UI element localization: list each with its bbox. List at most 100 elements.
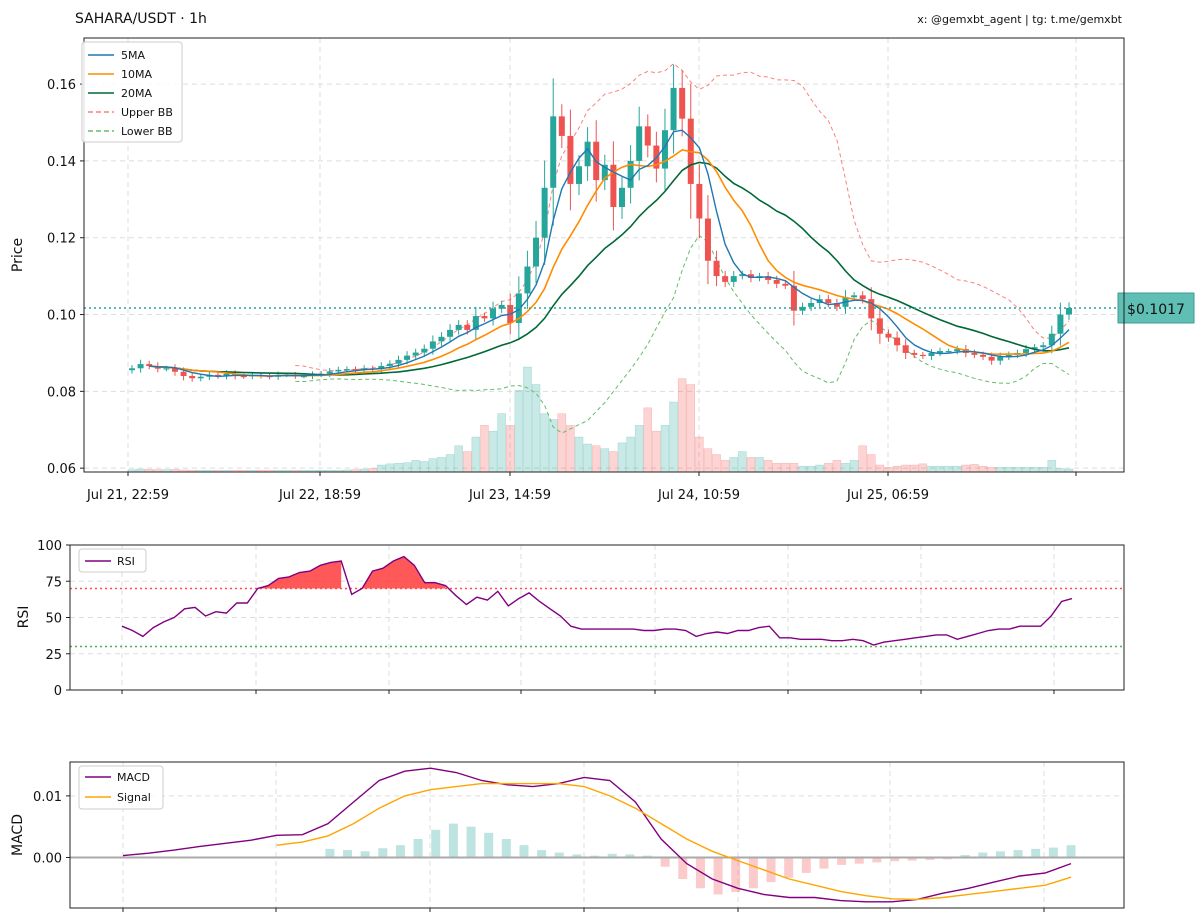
volume-bar xyxy=(875,464,885,473)
rsi-overbought-fill xyxy=(257,561,342,589)
candle-body xyxy=(851,295,858,298)
candle-body xyxy=(464,324,471,330)
volume-bar xyxy=(634,425,644,473)
candle-body xyxy=(765,276,772,280)
candle-body xyxy=(1057,314,1064,334)
candle-body xyxy=(722,276,729,282)
macd-histogram-bar xyxy=(801,857,811,873)
ma10-line xyxy=(149,148,1070,377)
candle-body xyxy=(859,295,866,300)
volume-bar xyxy=(738,451,747,473)
volume-bar xyxy=(1056,468,1065,473)
volume-bar xyxy=(652,430,661,473)
volume-bar xyxy=(420,461,429,473)
price-xtick-label: Jul 25, 06:59 xyxy=(846,488,929,503)
candle-body xyxy=(490,308,497,319)
candle-body xyxy=(773,279,780,284)
price-xtick-label: Jul 24, 10:59 xyxy=(657,488,740,503)
volume-bar xyxy=(471,436,481,473)
candle-body xyxy=(876,318,883,334)
price-ytick-label: 0.08 xyxy=(47,385,76,400)
price-ytick-label: 0.16 xyxy=(47,78,76,93)
rsi-legend: RSI xyxy=(78,548,147,573)
candle-body xyxy=(404,355,411,360)
volume-bar xyxy=(729,457,738,473)
macd-histogram-bar xyxy=(395,845,405,858)
candle-body xyxy=(894,337,901,346)
rsi-ytick-label: 100 xyxy=(37,539,62,554)
volume-bar xyxy=(884,467,893,473)
volume-bar xyxy=(394,463,403,473)
candle-body xyxy=(335,369,342,372)
candle-body xyxy=(1048,333,1055,346)
volume-bar xyxy=(523,366,532,473)
candle-body xyxy=(739,274,746,277)
candle-body xyxy=(1040,345,1047,348)
rsi-line xyxy=(121,555,1073,646)
price-ytick-label: 0.06 xyxy=(47,462,76,477)
candle-body xyxy=(163,368,170,370)
candle-body xyxy=(1066,308,1072,315)
macd-histogram-bar xyxy=(748,857,758,889)
volume-bar xyxy=(660,425,670,473)
volume-bar xyxy=(497,413,506,473)
macd-ylabel: MACD xyxy=(10,814,26,856)
macd-histogram-bar xyxy=(1031,848,1041,858)
volume-bar xyxy=(841,463,850,473)
legend-label: Signal xyxy=(117,791,151,804)
volume-bar xyxy=(789,463,799,473)
volume-bar xyxy=(720,460,730,473)
rsi-ytick-label: 50 xyxy=(45,612,62,627)
candle-body xyxy=(696,183,703,219)
rsi-frame xyxy=(69,544,1125,691)
macd-histogram-bar xyxy=(837,857,847,865)
price-frame xyxy=(83,37,1125,473)
rsi-ytick-label: 75 xyxy=(45,575,62,590)
candle-body xyxy=(481,316,488,319)
volume-bar xyxy=(445,454,455,473)
volume-bar xyxy=(609,451,618,473)
volume-bar xyxy=(480,425,489,473)
price-ytick-label: 0.10 xyxy=(47,309,76,324)
macd-histogram-bar xyxy=(537,850,547,858)
macd-histogram-bar xyxy=(678,857,688,880)
candle-body xyxy=(343,369,350,371)
macd-histogram-bar xyxy=(1066,845,1076,858)
macd-histogram-bar xyxy=(854,857,864,864)
candle-body xyxy=(386,363,393,366)
candle-body xyxy=(988,356,995,361)
candle-body xyxy=(214,374,221,377)
volume-bar xyxy=(600,448,610,473)
volume-bar xyxy=(402,462,412,473)
candle-body xyxy=(584,141,591,167)
candle-body xyxy=(997,356,1004,361)
volume-bar xyxy=(995,467,1005,473)
macd-histogram-bar xyxy=(378,848,388,858)
volume-bar xyxy=(703,448,713,473)
candle-body xyxy=(644,126,651,146)
current-price-tag: $0.1017 xyxy=(1117,292,1195,324)
macd-histogram-bar xyxy=(890,857,900,862)
candle-body xyxy=(567,135,574,184)
volume-bar xyxy=(952,465,962,473)
candle-body xyxy=(146,364,153,366)
macd-histogram-bar xyxy=(413,839,423,858)
candle-body xyxy=(919,354,926,357)
candle-body xyxy=(885,333,892,338)
volume-bar xyxy=(574,436,584,473)
volume-bar xyxy=(944,465,953,473)
legend-label: 10MA xyxy=(121,68,152,81)
candle-body xyxy=(636,126,643,161)
volume-bar xyxy=(1047,460,1057,473)
macd-frame xyxy=(69,761,1125,909)
macd-histogram-bar xyxy=(484,832,494,858)
macd-histogram-bar xyxy=(907,857,917,861)
volume-bar xyxy=(910,464,919,473)
volume-bar xyxy=(454,445,463,473)
candle-body xyxy=(971,352,978,355)
rsi-ylabel: RSI xyxy=(16,606,32,629)
macd-histogram-bar xyxy=(431,829,441,858)
macd-ytick-label: 0.01 xyxy=(33,790,62,805)
candle-body xyxy=(790,285,797,311)
candle-body xyxy=(1023,349,1030,353)
